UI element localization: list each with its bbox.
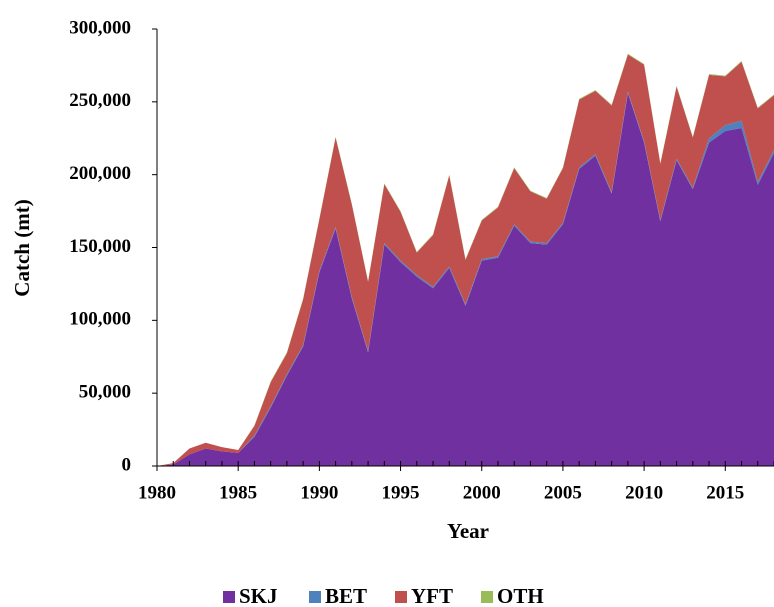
legend-label: YFT: [411, 584, 453, 607]
legend-swatch: [309, 591, 321, 603]
x-tick-label: 2015: [706, 482, 744, 503]
legend-swatch: [481, 591, 493, 603]
y-tick-label: 300,000: [69, 17, 131, 38]
y-tick-label: 150,000: [69, 236, 131, 257]
legend-swatch: [223, 591, 235, 603]
legend-swatch: [395, 591, 407, 603]
y-tick-label: 50,000: [79, 382, 131, 403]
y-tick-label: 250,000: [69, 90, 131, 111]
y-tick-label: 100,000: [69, 309, 131, 330]
area: [157, 54, 774, 466]
y-axis-title: Catch (mt): [10, 199, 34, 296]
x-tick-label: 2005: [544, 482, 582, 503]
area: [157, 53, 774, 466]
x-tick-label: 1990: [300, 482, 338, 503]
y-tick-label: 0: [122, 454, 132, 475]
x-axis-title: Year: [447, 519, 489, 543]
x-tick-label: 1980: [138, 482, 176, 503]
x-tick-label: 1985: [219, 482, 257, 503]
legend-label: BET: [325, 584, 367, 607]
y-tick-label: 200,000: [69, 163, 131, 184]
area: [157, 93, 774, 467]
legend-label: SKJ: [239, 584, 278, 607]
x-tick-label: 1995: [382, 482, 420, 503]
x-tick-label: 2010: [625, 482, 663, 503]
x-tick-label: 2000: [463, 482, 501, 503]
legend-label: OTH: [497, 584, 544, 607]
